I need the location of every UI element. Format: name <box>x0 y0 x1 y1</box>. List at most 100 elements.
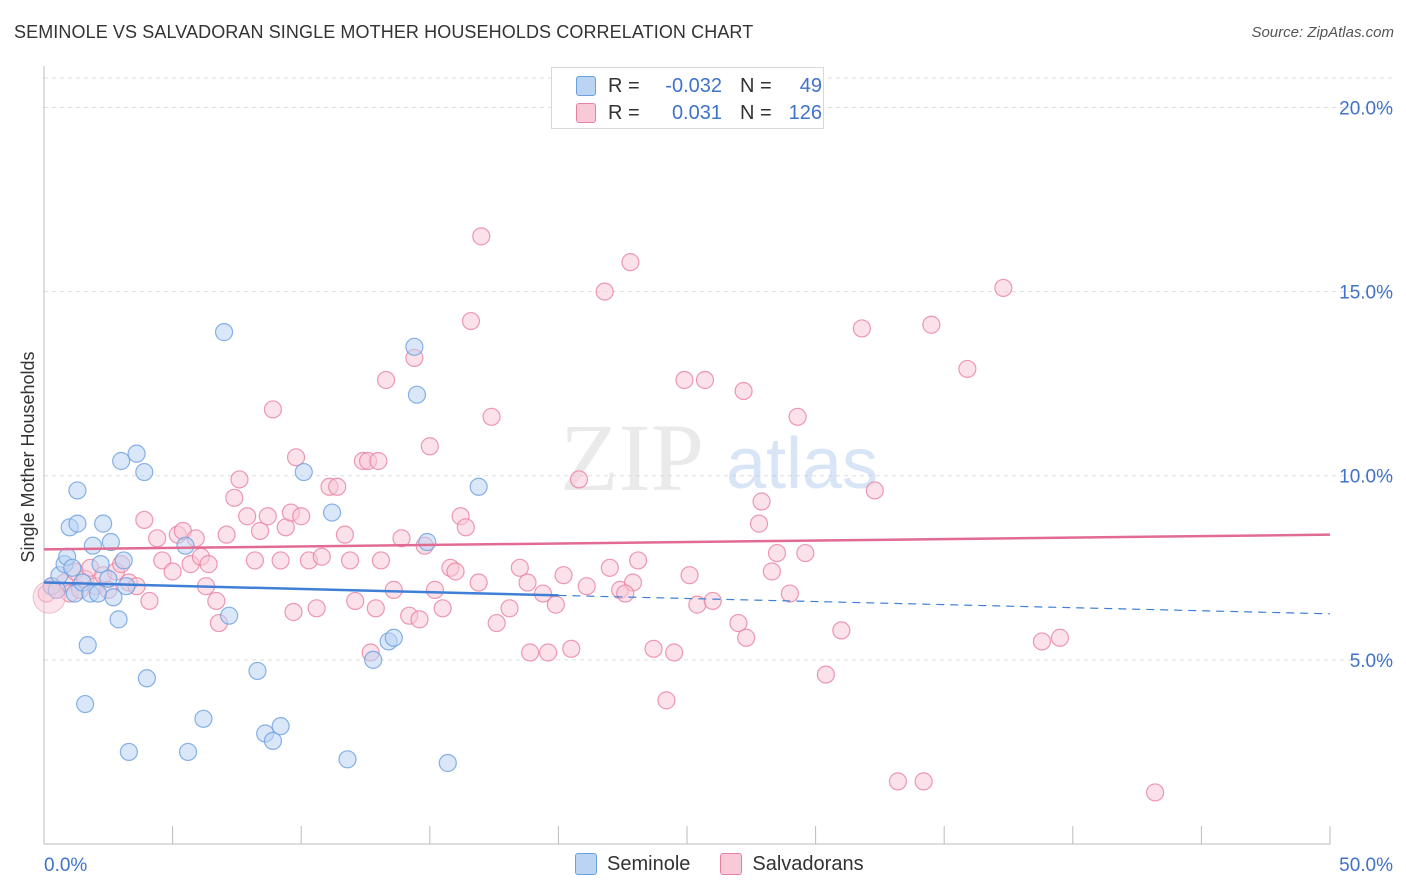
legend-row-salvadorans: R = 0.031 N = 126 <box>576 101 822 125</box>
salvadorans-point <box>865 481 884 500</box>
salvadorans-point <box>433 599 452 618</box>
salvadorans-point <box>163 562 182 581</box>
seminole-point <box>384 628 403 647</box>
salvadorans-point <box>469 573 488 592</box>
salvadorans-point <box>263 400 283 419</box>
seminole-point <box>294 462 313 482</box>
salvadorans-point <box>420 437 439 456</box>
salvadorans-point <box>569 470 589 489</box>
watermark-atlas: atlas <box>726 424 878 504</box>
salvadorans-point <box>994 278 1013 298</box>
legend-swatch-seminole <box>576 76 596 96</box>
salvadorans-point <box>250 521 270 541</box>
x-tick-label: 50.0% <box>1339 855 1393 876</box>
salvadorans-point <box>32 580 66 614</box>
source-label: Source: ZipAtlas.com <box>1251 24 1394 41</box>
y-tick-label: 20.0% <box>1339 98 1393 119</box>
seminole-point <box>76 694 95 714</box>
salvadorans-point <box>762 562 781 581</box>
seminole-point <box>127 444 146 463</box>
salvadorans-point <box>366 599 385 618</box>
correlation-legend: R = -0.032 N = 49 R = 0.031 N = 126 <box>551 67 824 129</box>
seminole-point <box>68 481 87 500</box>
salvadorans-point <box>225 488 244 507</box>
salvadorans-point <box>657 691 676 710</box>
salvadorans-point <box>286 448 306 467</box>
salvadorans-point <box>675 370 694 390</box>
salvadorans-point <box>369 451 388 471</box>
salvadorans-trend-line <box>43 533 1331 551</box>
salvadorans-point <box>148 529 167 548</box>
salvadorans-point <box>680 566 699 585</box>
salvadorans-point <box>340 551 360 570</box>
salvadorans-point <box>410 610 429 629</box>
legend-swatch-salvadorans <box>576 103 596 123</box>
salvadorans-point <box>335 525 355 544</box>
chart-title: SEMINOLE VS SALVADORAN SINGLE MOTHER HOU… <box>14 22 754 42</box>
salvadorans-point <box>207 591 226 611</box>
legend-swatch-salvadorans <box>720 853 743 875</box>
seminole-point <box>322 503 342 522</box>
seminole-point <box>178 742 198 762</box>
salvadorans-point <box>629 551 648 570</box>
seminole-point <box>83 536 102 555</box>
gridlines <box>44 77 1395 661</box>
salvadorans-point <box>1032 632 1052 651</box>
salvadorans-point <box>729 613 748 633</box>
salvadorans-point <box>425 580 445 599</box>
watermark-zip: ZIP <box>560 404 704 511</box>
salvadorans-point <box>780 584 799 603</box>
salvadorans-point <box>816 665 835 684</box>
salvadorans-point <box>737 628 756 647</box>
salvadorans-point <box>140 591 159 611</box>
salvadorans-point <box>621 253 640 272</box>
salvadorans-point <box>546 595 565 614</box>
seminole-point <box>135 462 154 482</box>
salvadorans-point <box>217 525 236 544</box>
salvadorans-point <box>461 311 481 331</box>
seminole-trend-extension <box>558 594 1331 615</box>
seminole-point <box>248 661 267 681</box>
seminole-point <box>91 555 110 574</box>
salvadorans-point <box>888 772 908 791</box>
seminole-trend-line <box>43 581 559 597</box>
axis-labels: 5.0% 10.0% 15.0% 20.0% 0.0% 50.0% <box>44 98 1393 876</box>
salvadorans-point <box>271 551 290 570</box>
salvadorans-point <box>539 643 558 662</box>
seminole-point <box>112 451 131 471</box>
watermark: ZIP atlas <box>560 404 878 511</box>
y-tick-label: 10.0% <box>1339 467 1393 488</box>
salvadorans-point <box>616 584 635 603</box>
y-tick-label: 5.0% <box>1350 651 1393 672</box>
seminole-point <box>418 532 437 552</box>
y-tick-label: 15.0% <box>1339 283 1393 304</box>
salvadorans-point <box>521 643 540 662</box>
seminole-point <box>214 323 234 342</box>
legend-item-salvadorans[interactable]: Salvadorans <box>720 852 864 876</box>
seminole-point <box>469 477 488 496</box>
seminole-point <box>88 584 108 603</box>
legend-r-label: R = <box>608 101 640 124</box>
legend-n-value: 126 <box>788 101 822 124</box>
salvadorans-point <box>600 558 619 577</box>
salvadorans-point <box>832 621 851 640</box>
seminole-point <box>338 750 357 769</box>
salvadorans-point <box>230 470 249 489</box>
seminole-point <box>94 514 113 533</box>
salvadorans-point <box>1050 628 1070 647</box>
salvadorans-point <box>135 510 154 530</box>
seminole-point <box>109 610 128 629</box>
salvadorans-point <box>472 227 491 246</box>
salvadorans-point <box>292 507 311 526</box>
salvadorans-point <box>284 602 303 622</box>
salvadorans-point <box>703 591 722 611</box>
seminole-point <box>78 636 97 655</box>
salvadorans-point <box>958 359 977 379</box>
legend-item-seminole[interactable]: Seminole <box>575 853 690 876</box>
seminole-point <box>194 709 213 728</box>
data-points <box>32 227 1165 802</box>
salvadorans-point <box>1146 783 1165 802</box>
seminole-point <box>176 536 195 555</box>
legend-label-salvadorans: Salvadorans <box>752 852 864 875</box>
salvadorans-point <box>238 507 257 526</box>
